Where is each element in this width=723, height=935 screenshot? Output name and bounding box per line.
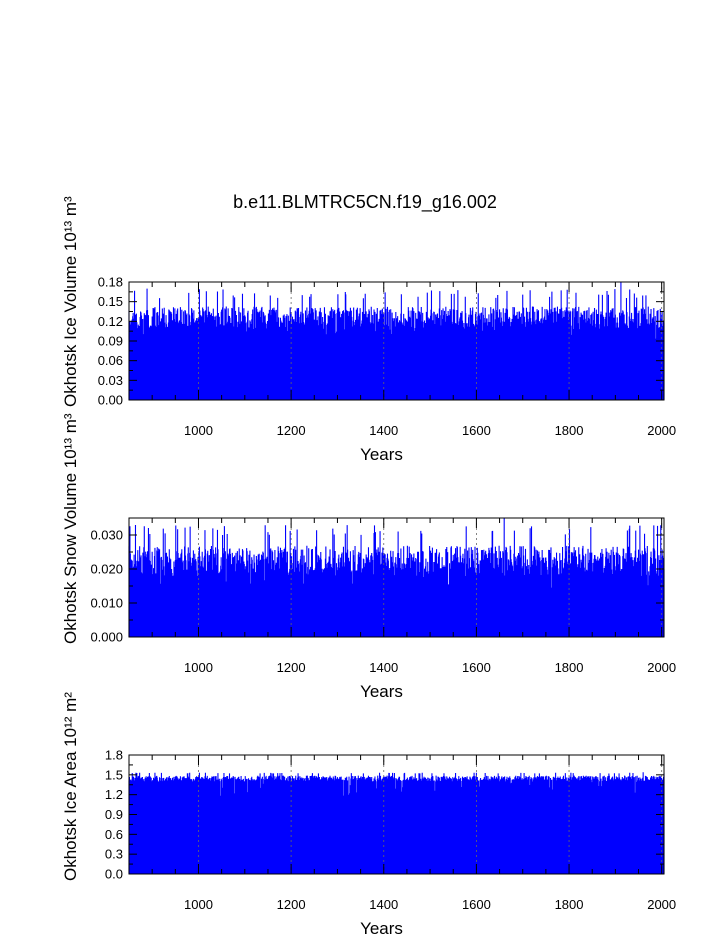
y-tick-label: 0.6 <box>105 827 123 842</box>
x-tick-label: 2000 <box>647 897 676 912</box>
y-tick-label: 0.03 <box>98 373 123 388</box>
y-tick-label: 0.3 <box>105 847 123 862</box>
x-tick-label: 1800 <box>555 897 584 912</box>
x-axis-label: Years <box>360 919 403 935</box>
y-tick-label: 1.8 <box>105 748 123 763</box>
x-axis-label: Years <box>360 682 403 701</box>
y-tick-label: 0.06 <box>98 353 123 368</box>
panel-ice-area: 1000 1200 1400 1600 1800 2000 0.0 0.3 0.6 0.9 1.2 1… <box>61 692 676 935</box>
y-tick-label: 1.5 <box>105 767 123 782</box>
x-tick-label: 1800 <box>555 423 584 438</box>
y-tick-label: 0.15 <box>98 294 123 309</box>
x-tick-label: 1200 <box>277 423 306 438</box>
x-tick-label: 1600 <box>462 423 491 438</box>
ice-volume-series <box>128 282 665 400</box>
panel-ice-volume: 1000 1200 1400 1600 1800 2000 0.00 0.03 0.06 0.09… <box>61 196 676 464</box>
y-axis-label: Okhotsk Ice Volume 10¹³ m³ <box>61 196 80 407</box>
y-tick-label: 0.020 <box>90 562 123 577</box>
x-tick-label: 1000 <box>184 660 213 675</box>
snow-volume-series <box>128 518 665 637</box>
y-axis-label: Okhotsk Ice Area 10¹² m² <box>61 692 80 881</box>
x-tick-label: 2000 <box>647 423 676 438</box>
x-tick-label: 1400 <box>369 423 398 438</box>
x-tick-label: 1000 <box>184 423 213 438</box>
x-tick-label: 1200 <box>277 660 306 675</box>
panel-snow-volume: 1000 1200 1400 1600 1800 2000 0.000 0.010 0.020 0… <box>61 413 676 701</box>
y-tick-label: 0.010 <box>90 596 123 611</box>
y-tick-label: 0.030 <box>90 528 123 543</box>
x-tick-label: 1800 <box>555 660 584 675</box>
y-tick-label: 0.09 <box>98 334 123 349</box>
y-tick-label: 0.9 <box>105 807 123 822</box>
ice-area-series <box>128 772 665 874</box>
x-tick-label: 1000 <box>184 897 213 912</box>
panels: 1000 1200 1400 1600 1800 2000 0.00 0.03 0.06 0.09… <box>61 196 676 935</box>
x-tick-label: 2000 <box>647 660 676 675</box>
figure-title: b.e11.BLMTRC5CN.f19_g16.002 <box>233 192 497 213</box>
x-tick-label: 1400 <box>369 897 398 912</box>
y-axis-label: Okhotsk Snow Volume 10¹³ m³ <box>61 413 80 644</box>
x-tick-label: 1200 <box>277 897 306 912</box>
plot-frame <box>128 517 665 638</box>
x-tick-label: 1600 <box>462 897 491 912</box>
y-tick-label: 0.000 <box>90 630 123 645</box>
x-tick-label: 1400 <box>369 660 398 675</box>
y-tick-label: 0.12 <box>98 314 123 329</box>
y-tick-label: 0.00 <box>98 393 123 408</box>
y-tick-label: 0.0 <box>105 867 123 882</box>
x-tick-label: 1600 <box>462 660 491 675</box>
x-axis-label: Years <box>360 445 403 464</box>
y-tick-label: 1.2 <box>105 787 123 802</box>
y-tick-label: 0.18 <box>98 275 123 290</box>
